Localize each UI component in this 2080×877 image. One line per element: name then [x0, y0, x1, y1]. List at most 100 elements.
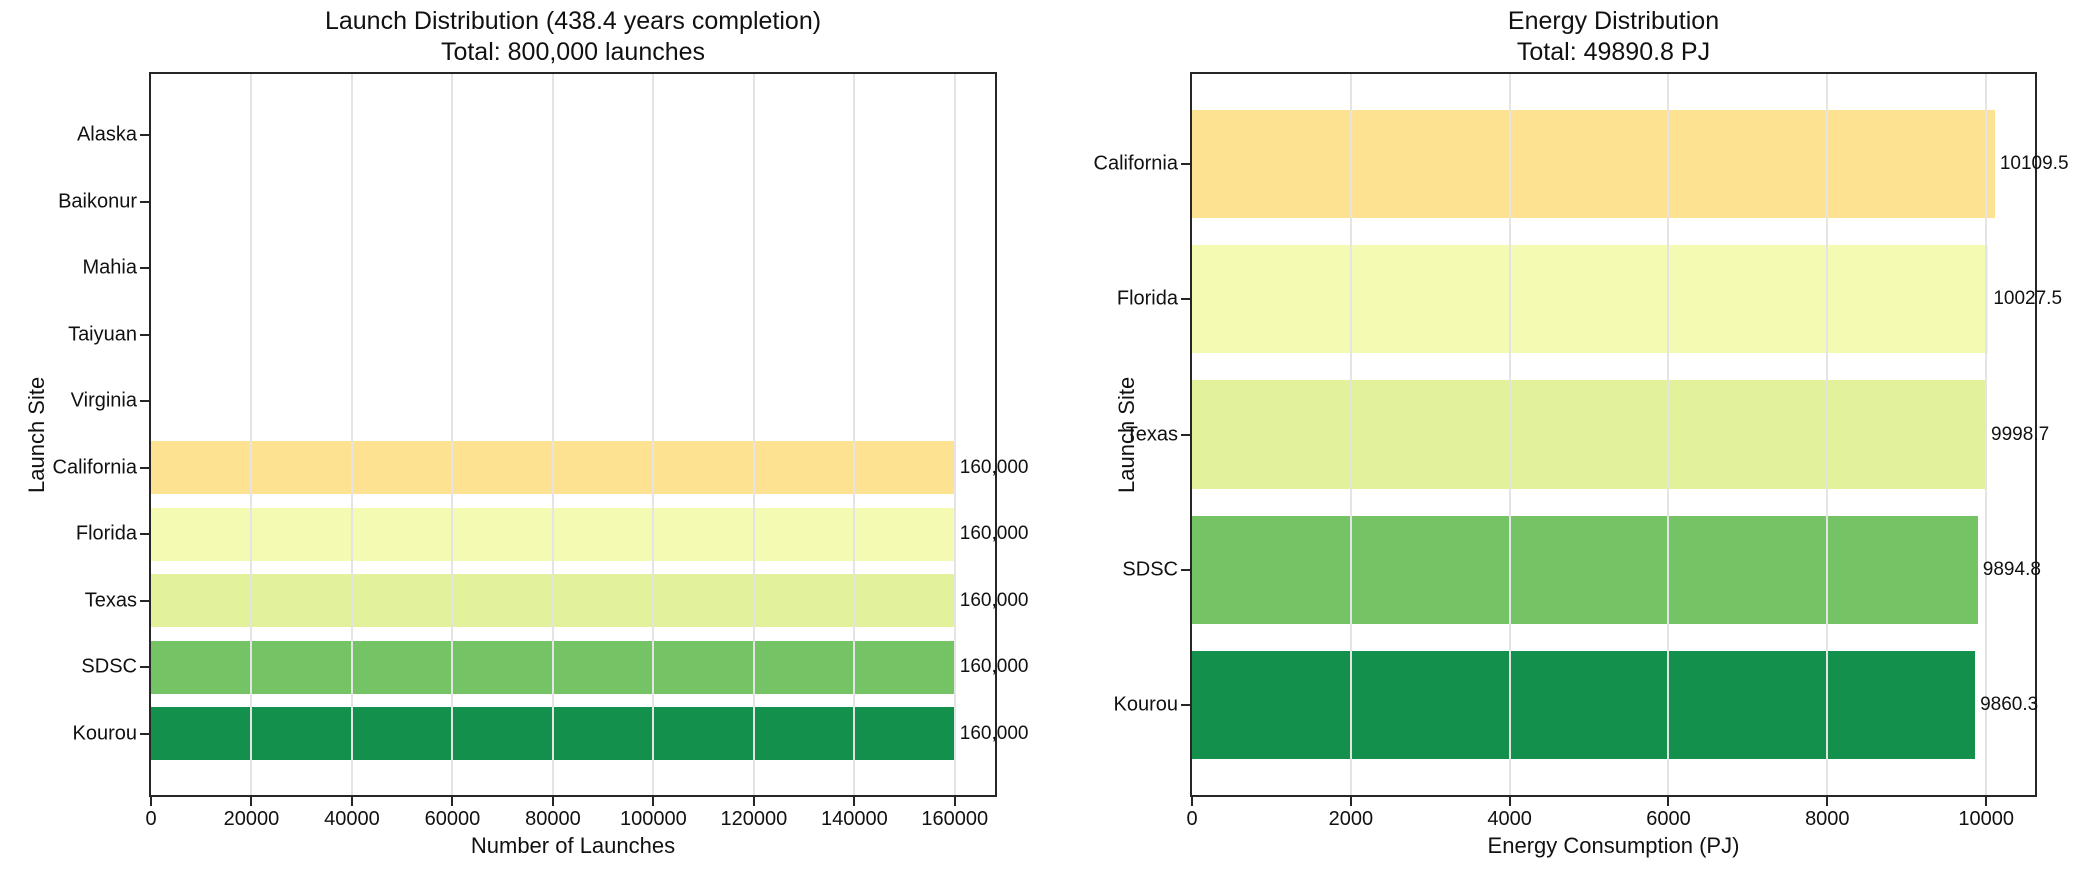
x-tick-label: 0: [145, 808, 157, 830]
bar-value-label: 160,000: [959, 589, 1029, 611]
chart-title: Launch Distribution (438.4 years complet…: [324, 7, 822, 35]
x-tick-mark: [1349, 797, 1352, 806]
x-tick-label: 2000: [1328, 808, 1374, 830]
x-tick-mark: [1985, 797, 1988, 806]
y-tick-label: Kourou: [72, 722, 138, 745]
y-tick-mark: [140, 599, 149, 602]
chart-subtitle: Total: 49890.8 PJ: [1516, 38, 1711, 66]
y-tick-label: Taiyuan: [68, 323, 137, 346]
x-tick-label: 4000: [1487, 808, 1532, 830]
y-tick-mark: [140, 200, 149, 203]
x-tick-label: 6000: [1646, 808, 1691, 830]
bar-value-label: 9998.7: [1991, 423, 2050, 445]
gridline: [451, 74, 454, 795]
chart-header: Launch Distribution (438.4 years complet…: [149, 6, 997, 68]
x-tick-mark: [150, 797, 152, 806]
x-tick-label: 120000: [720, 808, 788, 830]
y-tick-mark: [140, 466, 149, 469]
y-tick-mark: [1181, 162, 1190, 165]
y-tick-mark: [140, 267, 149, 270]
gridline: [1826, 74, 1829, 795]
gridline: [250, 74, 253, 795]
y-tick-label: Mahia: [82, 256, 137, 279]
y-tick-label: Florida: [75, 522, 137, 545]
x-tick-mark: [1667, 797, 1670, 806]
y-tick-label: Alaska: [76, 123, 137, 146]
y-tick-label: Florida: [1116, 287, 1178, 310]
y-tick-label: Texas: [84, 589, 137, 612]
gridline: [953, 74, 956, 795]
x-tick-mark: [451, 797, 454, 806]
y-tick-label: Virginia: [70, 389, 137, 412]
y-tick-label: Baikonur: [58, 190, 137, 213]
x-tick-mark: [853, 797, 856, 806]
y-tick-mark: [140, 333, 149, 336]
x-tick-label: 160000: [921, 808, 989, 830]
x-tick-mark: [752, 797, 755, 806]
x-tick-mark: [1508, 797, 1511, 806]
y-tick-label: SDSC: [81, 655, 137, 678]
x-tick-label: 80000: [525, 808, 581, 830]
x-tick-label: 0: [1186, 808, 1198, 830]
bar-texas: [1192, 380, 1987, 489]
x-tick-mark: [551, 797, 554, 806]
gridline: [652, 74, 655, 795]
x-tick-label: 140000: [820, 808, 888, 830]
bar-value-label: 9860.3: [1980, 694, 2039, 716]
y-tick-mark: [140, 134, 149, 137]
bar-kourou: [1192, 651, 1976, 760]
x-tick-mark: [250, 797, 253, 806]
bar-sdsc: [1192, 515, 1978, 625]
gridline: [1667, 74, 1670, 795]
x-axis-label: Number of Launches: [470, 833, 676, 858]
bar-value-label: 10027.5: [1993, 288, 2063, 310]
x-tick-label: 100000: [620, 808, 687, 830]
x-tick-mark: [652, 797, 655, 806]
x-tick-label: 20000: [223, 808, 280, 830]
x-tick-label: 8000: [1805, 808, 1850, 830]
y-tick-mark: [1181, 433, 1190, 436]
y-tick-mark: [140, 666, 149, 669]
gridline: [752, 74, 755, 795]
x-tick-mark: [1191, 797, 1193, 806]
bar-california: [1192, 109, 1995, 218]
y-tick-mark: [1181, 704, 1190, 707]
y-tick-label: California: [52, 456, 137, 479]
bar-value-label: 9894.8: [1982, 558, 2041, 580]
x-tick-mark: [1826, 797, 1829, 806]
plot-area: 0 20000 40000 60000 80000 100000 120000 140000 1…: [53, 72, 1028, 830]
bar-value-label: 160,000: [959, 722, 1029, 744]
gridline: [853, 74, 856, 795]
x-axis-label: Energy Consumption (PJ): [1487, 833, 1740, 858]
bar-value-label: 160,000: [959, 523, 1029, 545]
gridline: [1985, 74, 1988, 795]
x-tick-mark: [953, 797, 956, 806]
gridline: [350, 74, 353, 795]
y-tick-mark: [140, 400, 149, 403]
x-tick-label: 10000: [1958, 808, 2014, 830]
y-tick-mark: [140, 533, 149, 536]
bar-value-label: 160,000: [959, 656, 1029, 678]
gridline: [1508, 74, 1511, 795]
bar-value-label: 10109.5: [1999, 152, 2069, 174]
chart-subtitle: Total: 800,000 launches: [440, 38, 706, 66]
plot-area: 0 2000 4000 6000 8000 10000 California 10109.5 F…: [1094, 72, 2069, 830]
y-tick-label: Texas: [1125, 423, 1178, 445]
x-tick-label: 60000: [424, 808, 481, 830]
y-tick-mark: [1181, 298, 1190, 301]
gridline: [1349, 74, 1352, 795]
y-tick-label: Kourou: [1113, 693, 1179, 716]
y-tick-mark: [140, 732, 149, 735]
y-tick-label: California: [1093, 152, 1178, 175]
x-tick-mark: [350, 797, 353, 806]
bar-florida: [1192, 244, 1989, 354]
chart-title: Energy Distribution: [1507, 7, 1720, 35]
x-tick-label: 40000: [324, 808, 380, 830]
chart-header: Energy Distribution Total: 49890.8 PJ: [1190, 6, 2037, 68]
gridline: [551, 74, 554, 795]
y-tick-mark: [1181, 568, 1190, 571]
y-tick-label: SDSC: [1122, 558, 1178, 581]
